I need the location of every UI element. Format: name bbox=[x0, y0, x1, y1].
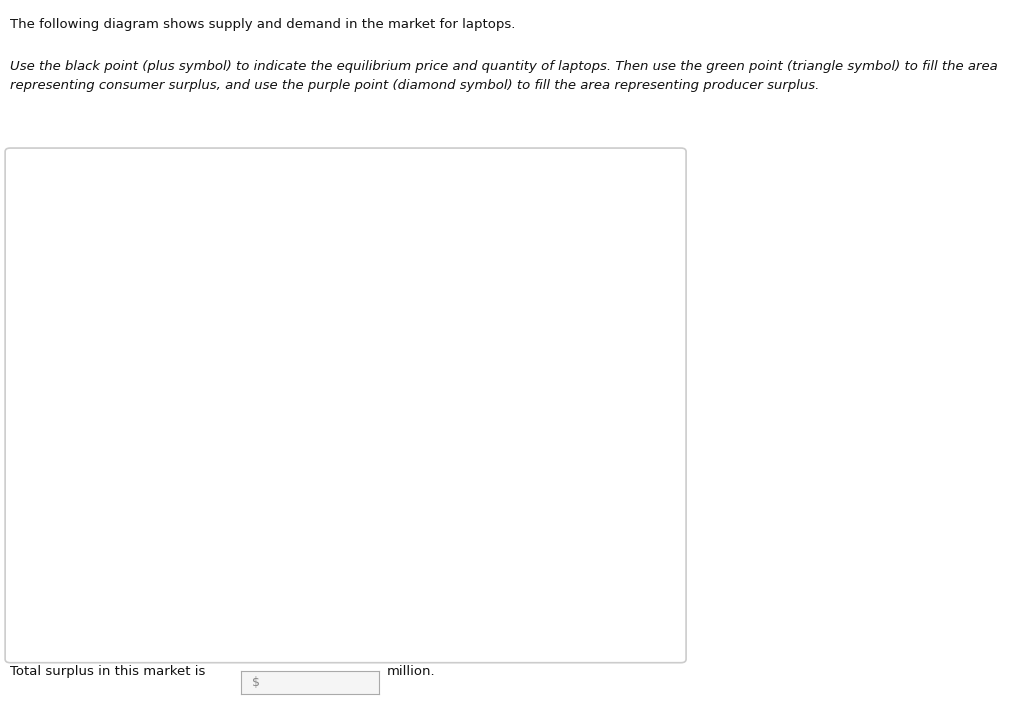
FancyBboxPatch shape bbox=[501, 323, 595, 363]
Text: million.: million. bbox=[387, 666, 435, 678]
Text: Producer Surplus: Producer Surplus bbox=[492, 474, 604, 487]
Text: Consumer Surplus: Consumer Surplus bbox=[486, 379, 609, 392]
Text: Total surplus in this market is: Total surplus in this market is bbox=[10, 666, 210, 678]
Text: ?: ? bbox=[639, 157, 647, 172]
Text: Equilibrium: Equilibrium bbox=[510, 295, 586, 308]
FancyBboxPatch shape bbox=[501, 419, 595, 458]
Text: Demand: Demand bbox=[77, 215, 130, 228]
Text: $: $ bbox=[252, 676, 260, 689]
Text: The following diagram shows supply and demand in the market for laptops.: The following diagram shows supply and d… bbox=[10, 18, 516, 30]
Text: Supply: Supply bbox=[77, 511, 120, 524]
Y-axis label: PRICE (Dollars per laptop): PRICE (Dollars per laptop) bbox=[15, 330, 29, 491]
X-axis label: QUANTITY (Millions of laptops): QUANTITY (Millions of laptops) bbox=[166, 639, 356, 652]
Text: Use the black point (plus symbol) to indicate the equilibrium price and quantity: Use the black point (plus symbol) to ind… bbox=[10, 60, 998, 92]
